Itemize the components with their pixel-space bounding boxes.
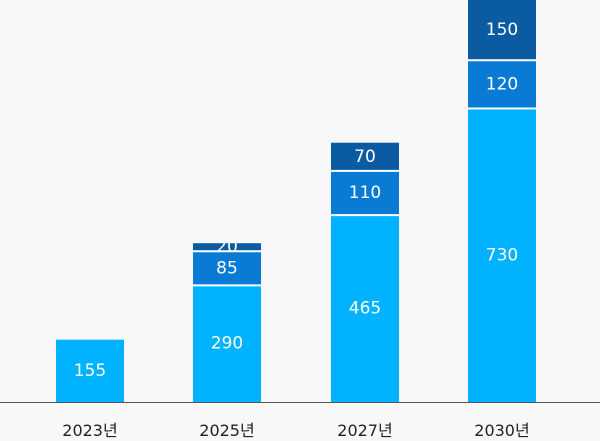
bar-segment <box>193 251 261 286</box>
bar-segment <box>468 60 536 109</box>
data-label: 20 <box>216 237 238 257</box>
data-label: 150 <box>486 20 518 40</box>
bar-segment <box>331 142 399 171</box>
x-tick-label: 2023년 <box>62 421 117 440</box>
x-tick-label: 2027년 <box>337 421 392 440</box>
data-label: 290 <box>211 334 243 354</box>
data-label: 155 <box>74 361 106 381</box>
data-label: 110 <box>349 183 381 203</box>
x-tick-label: 2030년 <box>474 421 529 440</box>
x-tick-labels: 2023년 2025년 2027년 2030년 <box>62 421 529 440</box>
bar-segment <box>193 243 261 252</box>
bar-segment <box>331 215 399 402</box>
data-label: 465 <box>349 299 381 319</box>
bar-segment <box>193 285 261 402</box>
data-label: 85 <box>216 258 238 278</box>
bar-segment <box>331 170 399 216</box>
bar-segment <box>56 339 124 402</box>
x-tick-label: 2025년 <box>199 421 254 440</box>
data-label: 70 <box>354 147 376 167</box>
bar-segment <box>468 0 536 61</box>
data-label: 120 <box>486 74 518 94</box>
bar-segment <box>468 108 536 402</box>
data-label: 730 <box>486 245 518 265</box>
